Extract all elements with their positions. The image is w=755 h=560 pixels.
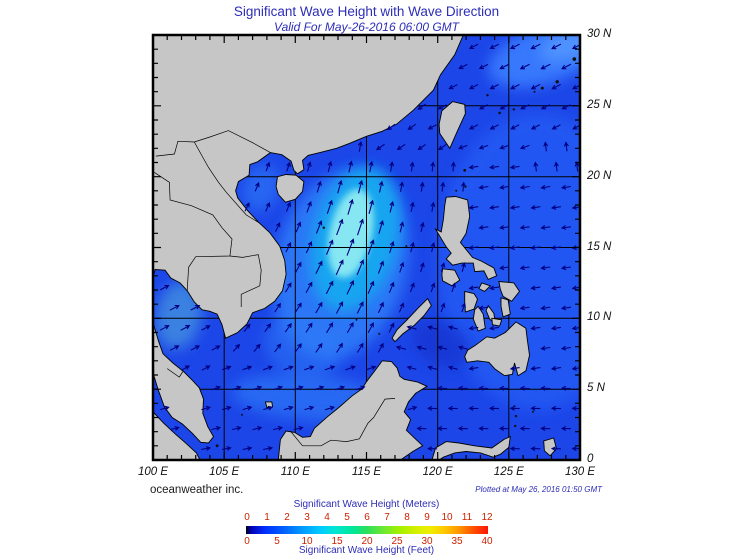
credit-text: oceanweather inc. [150, 484, 244, 496]
legend-meters-tick: 5 [344, 512, 350, 523]
legend-meters-tick: 11 [461, 512, 473, 523]
legend-feet-tick: 30 [421, 536, 433, 547]
legend-feet-tick: 15 [331, 536, 343, 547]
legend-meters-tick: 3 [304, 512, 310, 523]
lat-label: 10 N [587, 311, 612, 324]
legend-feet-tick: 25 [391, 536, 403, 547]
legend-meters-tick: 6 [364, 512, 370, 523]
legend-meters-tick: 1 [264, 512, 270, 523]
legend-meters-tick: 2 [284, 512, 290, 523]
lon-label: 100 E [137, 466, 169, 478]
legend-feet-tick: 5 [274, 536, 280, 547]
legend-feet-tick: 35 [451, 536, 463, 547]
legend-meters-tick: 10 [441, 512, 453, 523]
legend-feet-tick: 40 [481, 536, 493, 547]
legend-feet-label: Significant Wave Height (Feet) [298, 545, 435, 556]
lat-label: 30 N [587, 28, 612, 40]
lon-label: 110 E [280, 466, 310, 478]
legend-colorbar [246, 526, 488, 534]
legend-feet-tick: 0 [244, 536, 250, 547]
plot-subtitle: Valid For May-26-2016 06:00 GMT [274, 20, 459, 34]
plotted-at-text: Plotted at May 26, 2016 01:50 GMT [475, 485, 602, 494]
plot-title: Significant Wave Height with Wave Direct… [233, 4, 500, 19]
lat-label: 25 N [587, 98, 612, 111]
legend-meters-tick: 4 [324, 512, 330, 523]
legend-meters-tick: 7 [384, 512, 390, 523]
lon-label: 105 E [209, 466, 240, 478]
lon-label: 125 E [493, 466, 524, 478]
legend-meters-tick: 0 [244, 512, 250, 523]
legend-meters-tick: 8 [404, 512, 410, 523]
legend-meters-label: Significant Wave Height (Meters) [293, 499, 440, 510]
legend-meters-tick: 12 [481, 512, 493, 523]
lon-label: 120 E [422, 466, 453, 478]
legend-feet-tick: 20 [361, 536, 373, 547]
legend-feet-tick: 10 [301, 536, 313, 547]
lat-label: 15 N [587, 240, 612, 253]
lat-label: 5 N [587, 382, 605, 395]
lat-label: 0 [587, 453, 594, 465]
legend-meters-tick: 9 [424, 512, 430, 523]
lon-label: 115 E [351, 466, 382, 478]
lon-label: 130 E [564, 466, 596, 478]
lat-label: 20 N [587, 169, 612, 182]
